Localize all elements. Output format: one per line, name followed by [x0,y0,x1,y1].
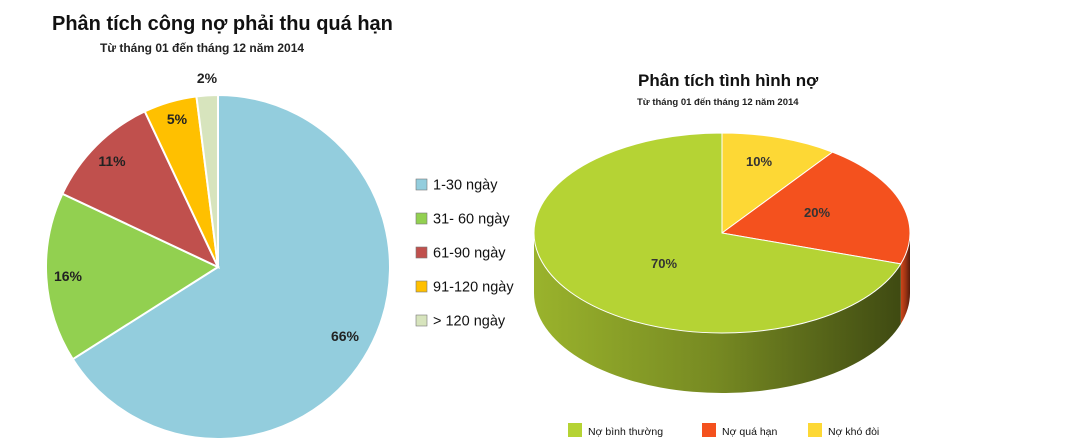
legend-swatch-31-60-ngay [415,212,428,225]
data-label: 70% [651,256,677,271]
chart-title: Phân tích tình hình nợ [638,71,819,90]
legend-label-91-120-ngay: 91-120 ngày [433,280,514,296]
pie-slice-1-30-ngay [71,93,391,440]
chart-panel-overdue: Phân tích công nợ phải thu quá hạn Từ th… [45,13,514,440]
pie-chart-debt-status: 70% 20% 10% Nợ bình thường Nợ quá hạn Nợ khó … [533,132,911,438]
legend-label-31-60-ngay: 31- 60 ngày [433,212,510,228]
chart-subtitle: Từ tháng 01 đến tháng 12 năm 2014 [637,97,799,108]
legend-swatch-61-90-ngay [415,246,428,259]
pie-slice-no-kho-doi [721,132,834,234]
data-label: 20% [804,205,830,220]
pie-side-no-binh-thuong [534,233,901,393]
data-label: 16% [54,268,83,284]
data-label: 2% [197,70,218,86]
data-label: 66% [331,328,360,344]
data-label: 10% [746,154,772,169]
legend-swatch-no-qua-han [702,423,716,437]
pie-slice-no-qua-han [720,151,911,265]
data-label: 5% [167,111,188,127]
legend-label-1-30-ngay: 1-30 ngày [433,178,498,194]
legend-label-no-qua-han: Nợ quá hạn [722,426,778,438]
legend-swatch-1-30-ngay [415,178,428,191]
legend-swatch-no-binh-thuong [568,423,582,437]
legend-label-no-binh-thuong: Nợ bình thường [588,426,663,438]
pie-slice-61-90-ngay [61,110,221,270]
pie-slice-no-binh-thuong [533,132,902,334]
pie-slice-31-60-ngay [45,192,221,361]
legend-swatch-no-kho-doi [808,423,822,437]
pie-chart-overdue: 66% 16% 11% 5% 2% 1-30 ngày 31- 60 ngày 61-90 n… [45,70,514,440]
chart-panel-debt-status: Phân tích tình hình nợ Từ tháng 01 đến t… [530,0,1078,447]
chart-title: Phân tích công nợ phải thu quá hạn [52,13,393,35]
legend-label-120-ngay: > 120 ngày [433,314,506,330]
chart-subtitle: Từ tháng 01 đến tháng 12 năm 2014 [100,41,305,55]
legend-swatch-120-ngay [415,314,428,327]
data-label: 11% [98,153,126,169]
legend-label-no-kho-doi: Nợ khó đòi [828,426,879,438]
pie-slice-120-ngay [195,93,219,268]
legend-swatch-91-120-ngay [415,280,428,293]
pie-3d-sides [534,233,910,393]
legend-label-61-90-ngay: 61-90 ngày [433,246,506,262]
pie-side-no-qua-han [900,233,910,324]
